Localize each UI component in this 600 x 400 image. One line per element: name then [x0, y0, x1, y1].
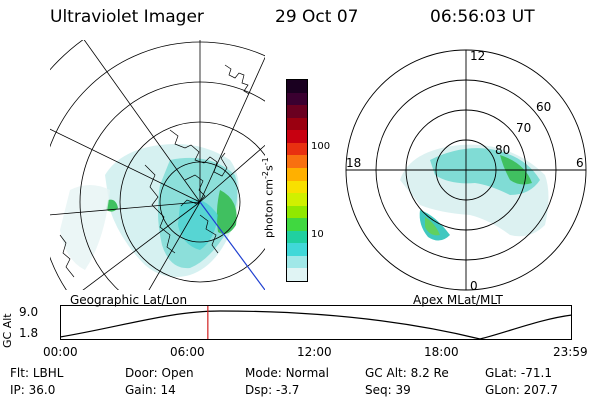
altitude-axis-label: GC Alt [1, 313, 14, 348]
colorbar [286, 79, 308, 282]
apex-lat-80: 80 [495, 143, 510, 157]
colorbar-band [287, 80, 307, 93]
info-gc-alt: GC Alt: 8.2 Re [365, 366, 449, 380]
info-seq: Seq: 39 [365, 383, 411, 397]
colorbar-band [287, 243, 307, 256]
time-tick-1800: 18:00 [424, 345, 459, 359]
apex-lat-60: 60 [536, 100, 551, 114]
colorbar-tick-100: 100 [311, 141, 331, 152]
colorbar-band [287, 130, 307, 143]
colorbar-band [287, 105, 307, 118]
info-dsp: Dsp: -3.7 [245, 383, 300, 397]
colorbar-band [287, 117, 307, 131]
altitude-plot [60, 305, 573, 340]
time-tick-0600: 06:00 [170, 345, 205, 359]
altitude-tick-1.8: 1.8 [19, 326, 39, 340]
info-glon: GLon: 207.7 [485, 383, 558, 397]
apex-polar-plot: 12 18 6 0 60 70 80 [345, 49, 587, 293]
colorbar-band [287, 142, 307, 156]
geo-longitude-lines [50, 40, 265, 290]
apex-mlt-12: 12 [470, 49, 485, 63]
info-mode: Mode: Normal [245, 366, 329, 380]
colorbar-band [287, 92, 307, 106]
colorbar-band [287, 218, 307, 231]
colorbar-band [287, 230, 307, 244]
instrument-title: Ultraviolet Imager [50, 7, 204, 27]
colorbar-band [287, 255, 307, 269]
date-label: 29 Oct 07 [275, 7, 359, 27]
info-glat: GLat: -71.1 [485, 366, 552, 380]
time-tick-0000: 00:00 [43, 345, 78, 359]
apex-mlt-lines [346, 50, 586, 290]
colorbar-band [287, 155, 307, 168]
colorbar-tick-10: 10 [311, 229, 324, 240]
time-tick-1200: 12:00 [297, 345, 332, 359]
apex-mlt-6: 6 [576, 156, 584, 170]
geo-footprint-line [199, 201, 265, 290]
apex-aurora-image [400, 144, 549, 241]
colorbar-band [287, 268, 307, 281]
time-label: 06:56:03 UT [430, 7, 535, 27]
info-gain: Gain: 14 [125, 383, 176, 397]
colorbar-unit-label: photon cm-2s-1 [261, 157, 276, 238]
time-tick-2359: 23:59 [553, 345, 588, 359]
altitude-curve [60, 310, 573, 340]
altitude-tick-9: 9.0 [19, 305, 39, 319]
apex-panel-label: Apex MLat/MLT [413, 293, 503, 307]
colorbar-band [287, 180, 307, 194]
geo-aurora-image [60, 144, 239, 278]
colorbar-band [287, 193, 307, 206]
info-flt: Flt: LBHL [10, 366, 64, 380]
colorbar-band [287, 205, 307, 219]
info-door: Door: Open [125, 366, 194, 380]
geographic-map [50, 40, 265, 290]
geo-panel-label: Geographic Lat/Lon [70, 293, 188, 307]
info-ip: IP: 36.0 [10, 383, 56, 397]
apex-mlt-0: 0 [470, 279, 478, 293]
geo-coastlines [59, 64, 250, 278]
apex-mlt-18: 18 [346, 156, 361, 170]
apex-lat-70: 70 [516, 121, 531, 135]
colorbar-band [287, 167, 307, 181]
